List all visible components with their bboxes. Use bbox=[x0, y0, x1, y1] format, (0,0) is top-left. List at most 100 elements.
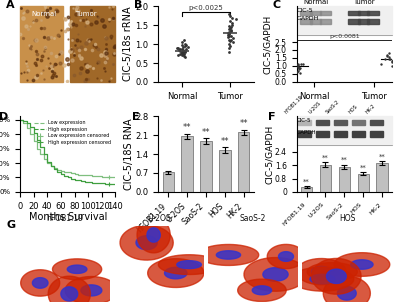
Point bbox=[225, 35, 231, 40]
Bar bbox=[334, 131, 347, 136]
Text: GAPDH: GAPDH bbox=[297, 16, 319, 21]
Polygon shape bbox=[326, 269, 346, 283]
Polygon shape bbox=[244, 257, 307, 291]
Y-axis label: ClC-5/18s rRNA: ClC-5/18s rRNA bbox=[123, 7, 133, 81]
Point bbox=[226, 30, 232, 35]
Text: E: E bbox=[132, 111, 139, 122]
Bar bbox=[298, 120, 311, 125]
Point bbox=[176, 47, 183, 52]
Text: C: C bbox=[273, 0, 281, 10]
Point bbox=[369, 59, 376, 64]
Bar bbox=[20, 6, 63, 82]
Point bbox=[180, 48, 186, 53]
Point bbox=[374, 58, 380, 63]
Bar bbox=[238, 132, 249, 192]
Polygon shape bbox=[198, 245, 259, 265]
Point bbox=[229, 15, 235, 20]
Bar bbox=[301, 187, 312, 192]
Point bbox=[314, 67, 320, 72]
Polygon shape bbox=[164, 267, 187, 279]
Point bbox=[310, 65, 316, 70]
Bar bbox=[348, 19, 360, 24]
Polygon shape bbox=[81, 285, 102, 296]
Point bbox=[310, 65, 316, 70]
Point bbox=[371, 65, 378, 70]
Text: p<0.0025: p<0.0025 bbox=[189, 5, 223, 11]
Bar bbox=[297, 6, 392, 35]
Point bbox=[314, 63, 320, 68]
Text: B: B bbox=[134, 0, 143, 10]
Polygon shape bbox=[177, 261, 202, 269]
Text: **: ** bbox=[221, 137, 229, 146]
Point bbox=[232, 17, 239, 22]
Point bbox=[371, 61, 378, 66]
Point bbox=[226, 26, 233, 30]
Point bbox=[227, 43, 233, 48]
Polygon shape bbox=[238, 279, 286, 302]
Point bbox=[180, 48, 186, 53]
Point bbox=[177, 51, 184, 56]
Text: SaoS-2: SaoS-2 bbox=[325, 99, 340, 115]
Point bbox=[369, 57, 376, 62]
Point bbox=[180, 50, 186, 55]
Point bbox=[373, 55, 379, 60]
Y-axis label: ClC-5/GAPDH: ClC-5/GAPDH bbox=[264, 124, 274, 184]
Polygon shape bbox=[263, 268, 288, 281]
Polygon shape bbox=[137, 217, 170, 253]
Bar bbox=[300, 19, 312, 24]
Y-axis label: ClC-5/GAPDH: ClC-5/GAPDH bbox=[263, 14, 272, 74]
Point bbox=[179, 50, 185, 55]
Point bbox=[228, 38, 234, 43]
Point bbox=[182, 48, 188, 53]
Point bbox=[227, 38, 234, 43]
Text: **: ** bbox=[303, 179, 310, 185]
Text: HK-2: HK-2 bbox=[365, 103, 377, 115]
Bar bbox=[219, 150, 230, 192]
Polygon shape bbox=[216, 251, 240, 259]
Point bbox=[369, 53, 375, 58]
Polygon shape bbox=[61, 287, 78, 301]
Text: hFOB1.19: hFOB1.19 bbox=[284, 94, 304, 115]
Polygon shape bbox=[147, 228, 160, 242]
Text: F: F bbox=[268, 111, 276, 122]
Point bbox=[312, 70, 318, 75]
Point bbox=[226, 49, 232, 54]
Point bbox=[313, 67, 319, 72]
Bar bbox=[358, 174, 369, 192]
Point bbox=[368, 55, 374, 60]
Polygon shape bbox=[48, 276, 90, 308]
Polygon shape bbox=[307, 263, 357, 281]
Point bbox=[177, 49, 183, 54]
Bar bbox=[163, 172, 174, 192]
Text: U-2OS: U-2OS bbox=[308, 100, 322, 115]
Point bbox=[306, 69, 312, 74]
Text: **: ** bbox=[341, 157, 348, 163]
Bar bbox=[70, 6, 115, 82]
Text: HOS: HOS bbox=[348, 103, 359, 115]
Point bbox=[369, 59, 375, 63]
Bar bbox=[320, 165, 331, 192]
Polygon shape bbox=[252, 286, 272, 295]
Point bbox=[176, 46, 183, 51]
Point bbox=[185, 45, 191, 50]
Point bbox=[372, 59, 378, 64]
Point bbox=[180, 45, 186, 50]
Point bbox=[226, 30, 232, 34]
Point bbox=[315, 63, 322, 68]
Point bbox=[376, 58, 383, 63]
Polygon shape bbox=[296, 258, 346, 285]
Point bbox=[371, 61, 377, 66]
Point bbox=[312, 63, 319, 68]
Text: G: G bbox=[6, 220, 16, 230]
Bar bbox=[310, 11, 322, 15]
Point bbox=[182, 49, 188, 54]
Polygon shape bbox=[310, 274, 335, 284]
Bar bbox=[320, 11, 331, 15]
Bar bbox=[182, 136, 193, 192]
Point bbox=[226, 42, 232, 47]
Text: SaoS-2: SaoS-2 bbox=[240, 214, 266, 223]
Point bbox=[182, 47, 189, 51]
Bar bbox=[358, 19, 369, 24]
Point bbox=[374, 63, 380, 68]
Point bbox=[366, 59, 373, 64]
